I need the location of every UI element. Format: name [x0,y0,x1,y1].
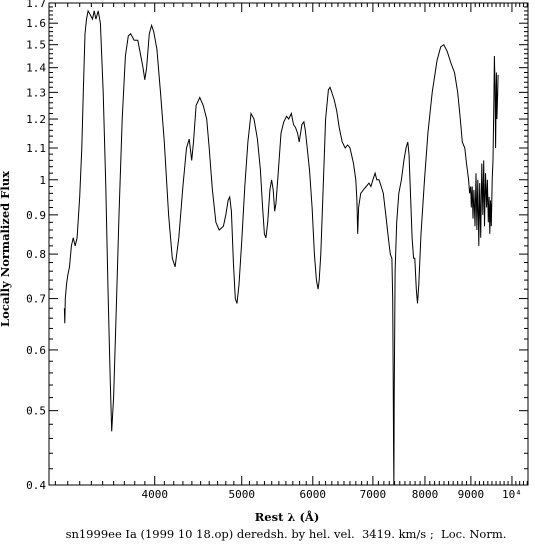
x-tick-label: 4000 [141,488,168,501]
x-axis-label: Rest λ (Å) [255,510,320,524]
x-tick-label: 8000 [412,488,439,501]
y-tick-label: 1.5 [26,39,46,52]
y-tick-label: 1.3 [26,86,46,99]
spectrum-line [63,9,499,486]
y-tick-label: 0.9 [26,209,46,222]
y-tick-label: 1.6 [26,17,46,30]
y-tick-label: 1.1 [26,142,46,155]
x-tick-label: 6000 [300,488,327,501]
x-tick-label: 9000 [458,488,485,501]
y-tick-label: 1 [39,174,46,187]
y-tick-label: 1.7 [26,0,46,10]
y-tick-label: 0.4 [26,479,46,492]
y-tick-label: 0.5 [26,405,46,418]
y-tick-label: 1.4 [26,62,46,75]
x-tick-label: 5000 [228,488,255,501]
y-tick-label: 0.8 [26,248,46,261]
chart-caption: sn1999ee Ia (1999 10 18.op) deredsh. by … [66,527,507,541]
plot-frame [48,2,529,486]
x-tick-label: 7000 [360,488,387,501]
y-tick-label: 1.2 [26,113,46,126]
x-tick-label: 10⁴ [502,488,522,501]
y-axis-label: Locally Normalized Flux [0,171,12,327]
y-tick-label: 0.7 [26,293,46,306]
y-tick-label: 0.6 [26,344,46,357]
